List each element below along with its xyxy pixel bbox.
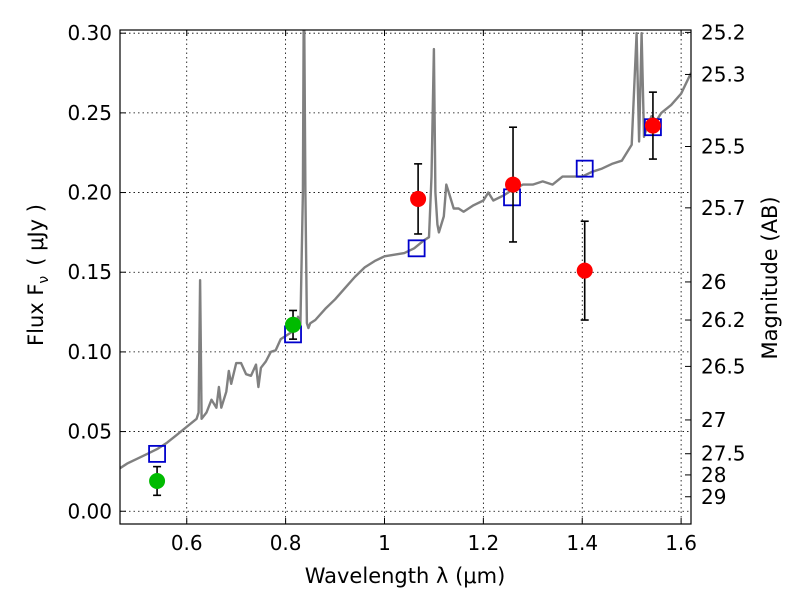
y-tick-label: 0.05 xyxy=(67,420,112,444)
marker-layer xyxy=(148,91,662,497)
plot-frame xyxy=(119,29,692,525)
y-tick-label: 0.25 xyxy=(67,101,112,125)
mag-tick-label: 25.5 xyxy=(701,134,746,158)
y-axis-label-main: Flux F xyxy=(24,284,48,346)
data-point xyxy=(505,176,522,193)
x-tick-label: 0.8 xyxy=(270,531,302,555)
model-photometry-square xyxy=(575,159,594,178)
model-photometry-square xyxy=(407,239,426,258)
mag-tick-label: 25.3 xyxy=(701,62,746,86)
data-point xyxy=(576,262,593,279)
mag-tick-label: 25.7 xyxy=(701,196,746,220)
x-tick-label: 1.4 xyxy=(566,531,598,555)
y-axis-label-subscript: ν xyxy=(36,276,52,284)
y-tick-label: 0.30 xyxy=(67,21,112,45)
y-tick-label: 0.10 xyxy=(67,340,112,364)
data-point xyxy=(644,117,661,134)
spectrum-line xyxy=(120,30,691,470)
y-axis-label-units: ( μJy ) xyxy=(24,204,48,266)
x-tick-label: 0.6 xyxy=(171,531,203,555)
mag-tick-label: 26.5 xyxy=(701,354,746,378)
x-axis-label: Wavelength λ (μm) xyxy=(305,564,506,588)
spectrum-layer xyxy=(120,30,691,470)
mag-tick-label: 26 xyxy=(701,270,726,294)
right-axis-label: Magnitude (AB) xyxy=(758,196,782,359)
mag-tick-label: 25.2 xyxy=(701,20,746,44)
tick-layer: 0.6 0.8 1 1.2 1.4 1.6 0.00 0.05 0.10 0.15 0.20 0.25… xyxy=(67,20,745,555)
y-tick-label: 0.00 xyxy=(67,499,112,523)
data-point xyxy=(410,190,427,207)
x-tick-label: 1.6 xyxy=(665,531,697,555)
x-tick-label: 1 xyxy=(378,531,391,555)
mag-tick-label: 27 xyxy=(701,408,726,432)
y-tick-label: 0.15 xyxy=(67,260,112,284)
mag-tick-label: 26.2 xyxy=(701,308,746,332)
data-point xyxy=(149,472,166,489)
y-axis-label: Flux Fν ( μJy ) xyxy=(24,204,52,346)
mag-tick-label: 27.5 xyxy=(701,442,746,466)
data-point xyxy=(285,316,302,333)
x-tick-label: 1.2 xyxy=(467,531,499,555)
y-tick-label: 0.20 xyxy=(67,181,112,205)
model-photometry-square xyxy=(148,444,166,463)
grid-layer xyxy=(120,30,691,524)
mag-tick-label: 28 xyxy=(701,463,726,487)
mag-tick-label: 29 xyxy=(701,485,726,509)
